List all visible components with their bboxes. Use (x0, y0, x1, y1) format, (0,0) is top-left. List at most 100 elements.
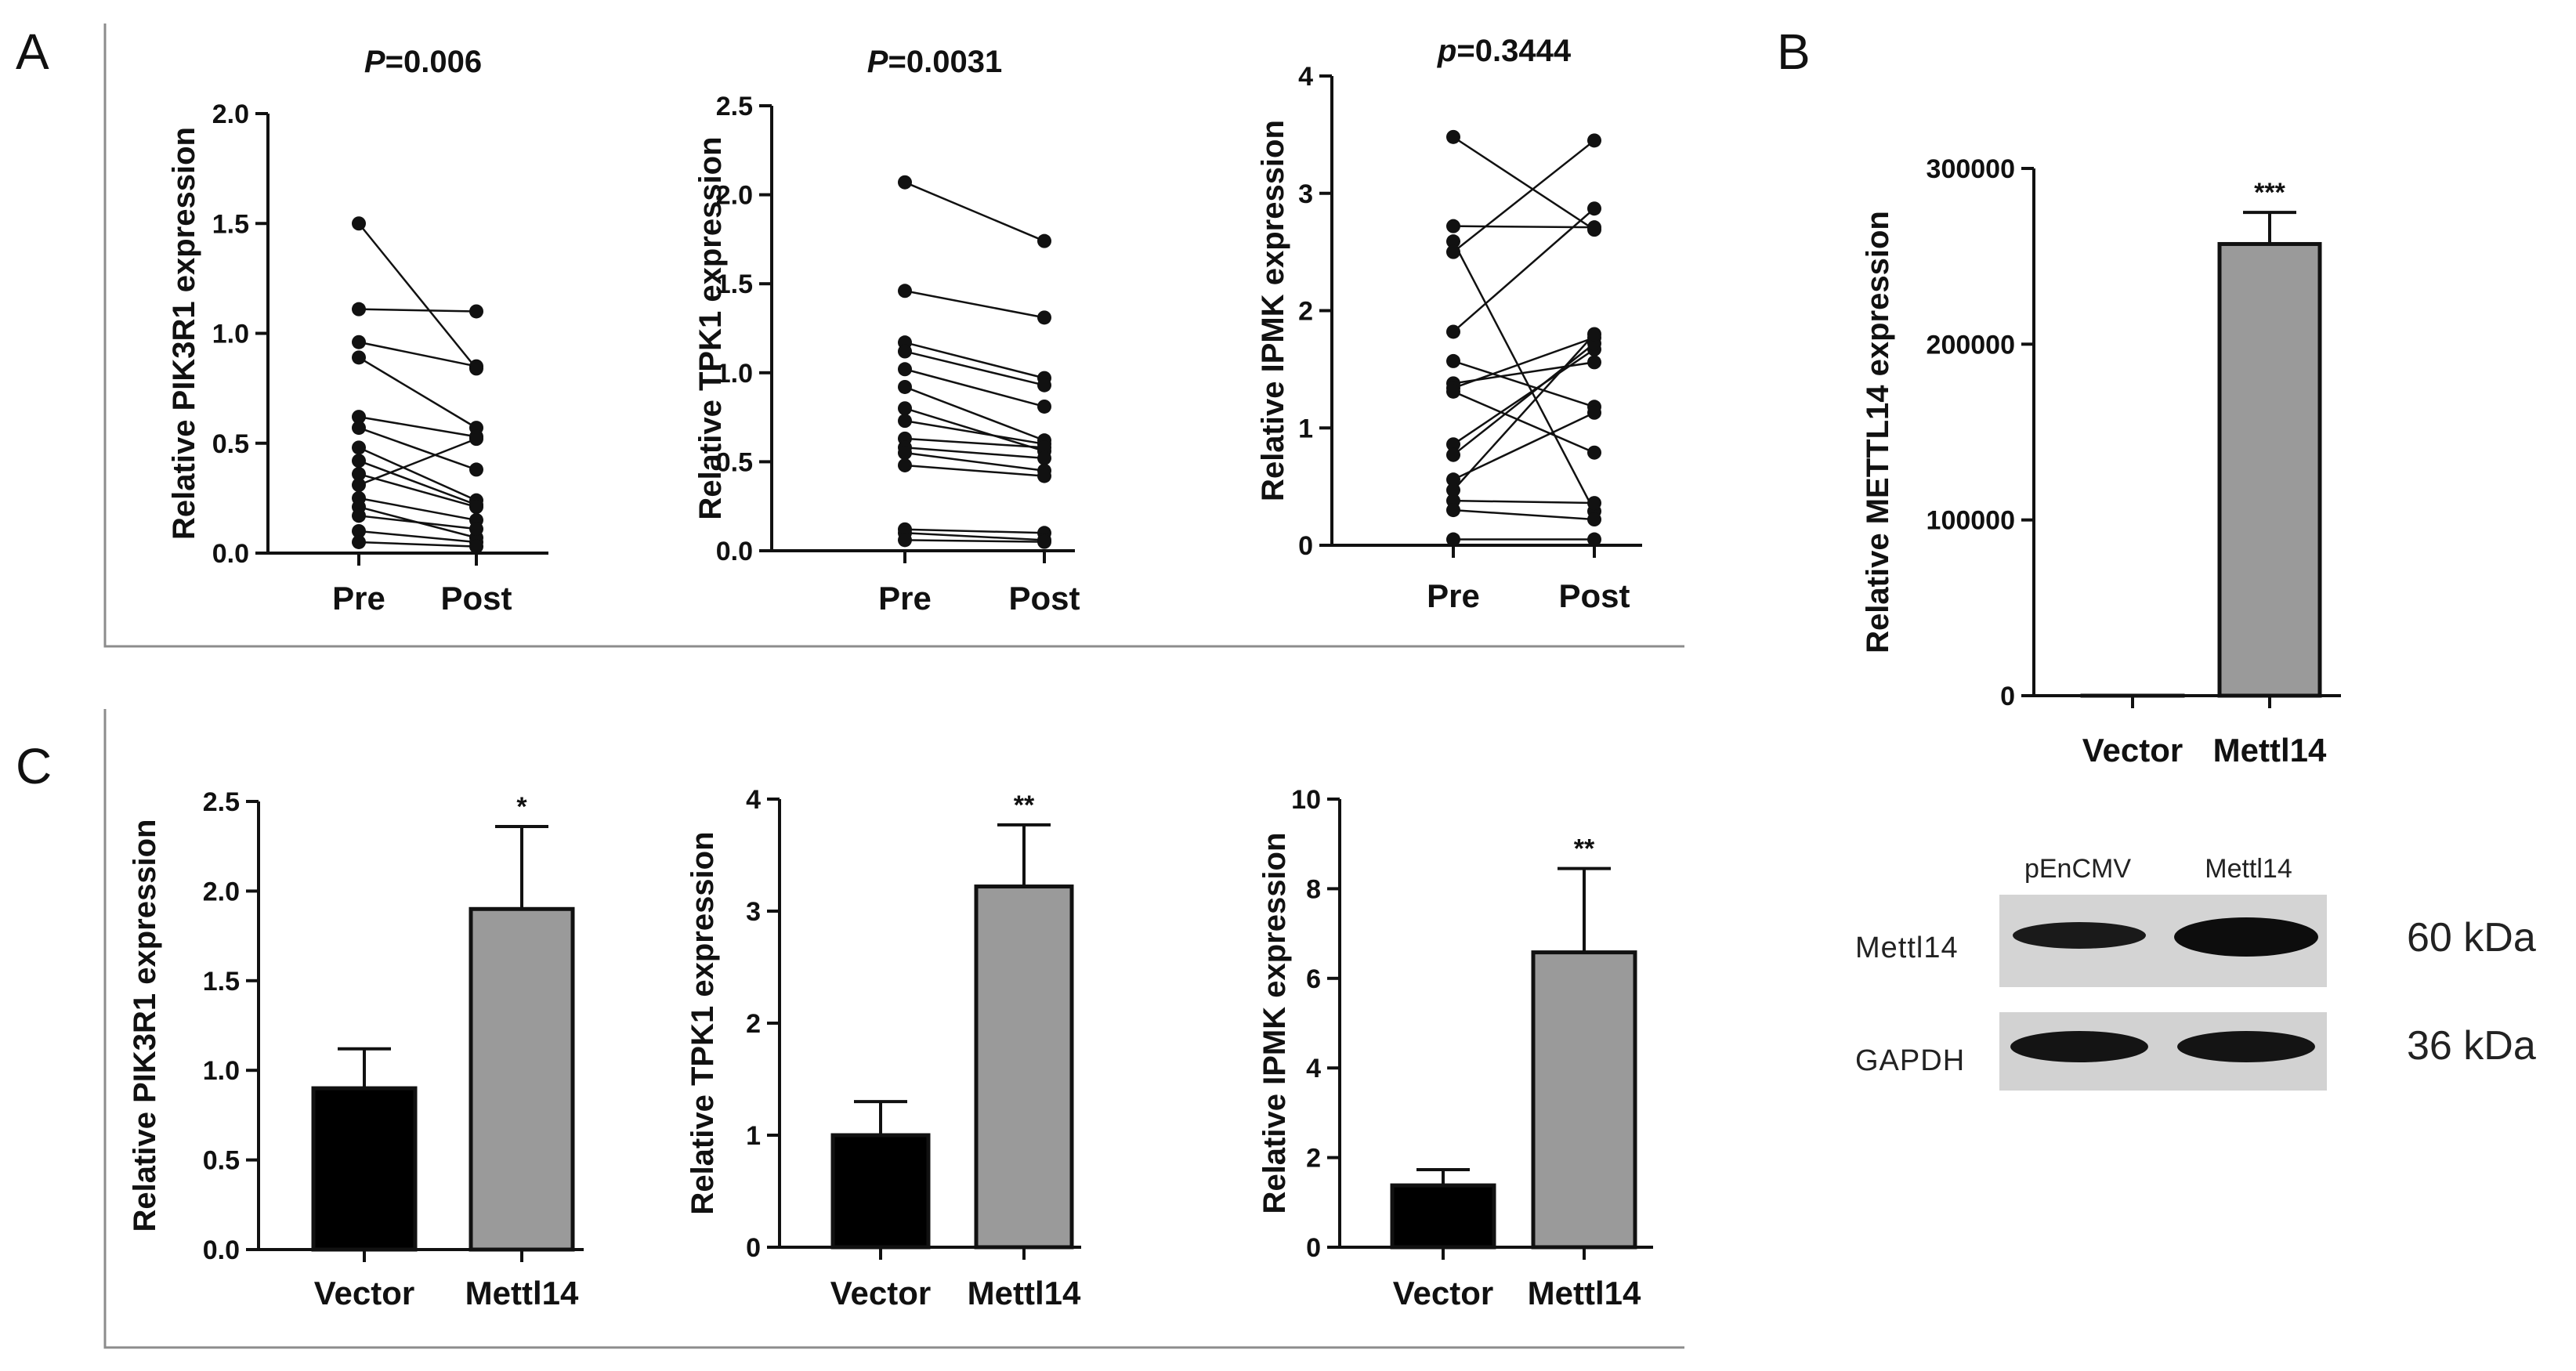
a1-point-pre (352, 440, 366, 455)
a2-point-post (1037, 440, 1051, 455)
a2-x-tick-label: Post (1008, 580, 1080, 617)
c1-y-tick-label: 0.0 (203, 1235, 240, 1265)
a2-point-pre (898, 446, 912, 461)
a3-pair-line (1453, 499, 1595, 505)
a2-pair-line (904, 385, 1045, 442)
a1-pair-line (358, 447, 477, 501)
a2-pair-line (904, 437, 1045, 449)
a3-point-pre (1446, 244, 1460, 259)
c2-x-tick-label: Vector (830, 1275, 931, 1311)
a3-pair-line (1453, 411, 1595, 481)
blot-band-gapdh-pencmv (2010, 1031, 2148, 1062)
c2-bar-vector (830, 1133, 931, 1250)
a2-point-pre (898, 175, 912, 190)
a3-y-tick-label: 3 (1298, 179, 1313, 209)
c1-significance: * (516, 792, 527, 822)
a1-pair-line (358, 308, 477, 313)
a3-pair-line (1453, 348, 1595, 446)
a1-pair-line (358, 356, 477, 429)
a3-pair-line (1453, 139, 1595, 253)
blot-band-mettl14-mettl14 (2174, 917, 2318, 957)
a3-y-axis-label: Relative IPMK expression (1256, 120, 1290, 501)
panel-c-label: C (16, 738, 52, 794)
a2-pair-line (904, 341, 1045, 379)
a2-point-pre (898, 362, 912, 377)
a1-y-tick-label: 1.5 (212, 209, 249, 239)
a3-x-tick-label: Pre (1427, 577, 1480, 614)
c1-bar-vector (311, 1086, 418, 1252)
blot-row-label-gapdh: GAPDH (1855, 1044, 1965, 1077)
c1-y-tick-label: 1.5 (203, 967, 240, 997)
panel-a-label: A (16, 24, 49, 80)
blot-size-36kda: 36 kDa (2407, 1023, 2536, 1069)
blot-band-mettl14-pencmv (2013, 922, 2146, 949)
a2-point-post (1037, 399, 1051, 414)
a1-pair-line (358, 530, 477, 544)
a3-point-post (1587, 405, 1601, 420)
western-blot: pEnCMV Mettl14 Mettl14 GAPDH 60 kDa 36 k… (1855, 854, 2536, 1091)
a2-y-tick-label: 0.0 (716, 537, 753, 566)
c1-bar-mettl14 (469, 906, 575, 1252)
c3-y-tick-label: 2 (1306, 1144, 1321, 1174)
c1-x-tick-label: Mettl14 (465, 1275, 579, 1311)
a1-point-post (469, 359, 483, 374)
c3-x-tick-label: Mettl14 (1528, 1275, 1641, 1311)
a2-pair-line (904, 464, 1045, 477)
a2-point-post (1037, 468, 1051, 483)
a2-title: P=0.0031 (867, 45, 1002, 79)
b-significance: *** (2254, 178, 2285, 208)
blot-row-label-mettl14: Mettl14 (1855, 931, 1959, 964)
a3-point-post (1587, 355, 1601, 370)
a1-point-pre (352, 534, 366, 549)
a3-pair-line (1453, 136, 1595, 231)
a3-point-post (1587, 512, 1601, 527)
b-x-tick-label: Vector (2082, 732, 2183, 769)
a3-y-tick-label: 0 (1298, 531, 1313, 561)
c2-y-axis-label: Relative TPK1 expression (686, 831, 720, 1214)
b-x-tick-label: Mettl14 (2213, 732, 2327, 769)
a3-point-post (1587, 220, 1601, 235)
a3-point-pre (1446, 353, 1460, 368)
c1-y-axis-label: Relative PIK3R1 expression (128, 819, 162, 1232)
a2-point-pre (898, 533, 912, 548)
chart-pik3r1-bar: 0.0 0.5 1.0 1.5 2.0 2.5 Vector Mettl14 Relative … (128, 787, 584, 1311)
a2-point-pre (898, 458, 912, 472)
a3-point-pre (1446, 234, 1460, 249)
a1-point-pre (352, 421, 366, 436)
c3-y-tick-label: 8 (1306, 874, 1321, 904)
c1-x-tick-label: Vector (314, 1275, 414, 1311)
a2-pair-line (904, 446, 1045, 460)
a3-y-tick-label: 2 (1298, 297, 1313, 327)
c3-y-tick-label: 4 (1306, 1054, 1321, 1083)
panel-frames (103, 24, 1684, 1349)
a1-point-pre (352, 467, 366, 482)
a1-point-post (469, 462, 483, 477)
a3-title: p=0.3444 (1437, 34, 1572, 68)
a3-point-pre (1446, 219, 1460, 233)
a3-point-post (1587, 445, 1601, 460)
chart-pik3r1-paired: 0.0 0.5 1.0 1.5 2.0 Pre Post Relative PIK3R1 ex… (167, 45, 548, 617)
a3-y-tick-label: 1 (1298, 414, 1313, 443)
panel-c-frame (103, 709, 1684, 1349)
a2-pair-line (904, 181, 1045, 242)
c3-bar-vector (1390, 1183, 1496, 1250)
c2-x-tick-label: Mettl14 (968, 1275, 1081, 1311)
c2-significance: ** (1014, 790, 1035, 820)
a3-title-value: =0.3444 (1456, 34, 1571, 68)
a2-pair-line (904, 350, 1045, 386)
a1-pair-line (358, 541, 477, 548)
panel-b-label: B (1777, 24, 1811, 80)
a3-point-post (1587, 201, 1601, 216)
a2-point-post (1037, 233, 1051, 248)
a3-point-pre (1446, 472, 1460, 487)
a1-pair-line (358, 497, 477, 522)
blot-lane-label-pencmv: pEnCMV (2024, 854, 2131, 884)
a3-point-post (1587, 532, 1601, 547)
c2-y-tick-label: 3 (746, 897, 761, 927)
a1-x-tick-label: Pre (332, 580, 385, 617)
a2-y-tick-label: 2.0 (716, 181, 753, 211)
c2-bar-mettl14 (974, 884, 1074, 1250)
a2-point-post (1037, 378, 1051, 392)
a2-pair-line (904, 368, 1045, 408)
a3-pair-line (1452, 241, 1596, 512)
